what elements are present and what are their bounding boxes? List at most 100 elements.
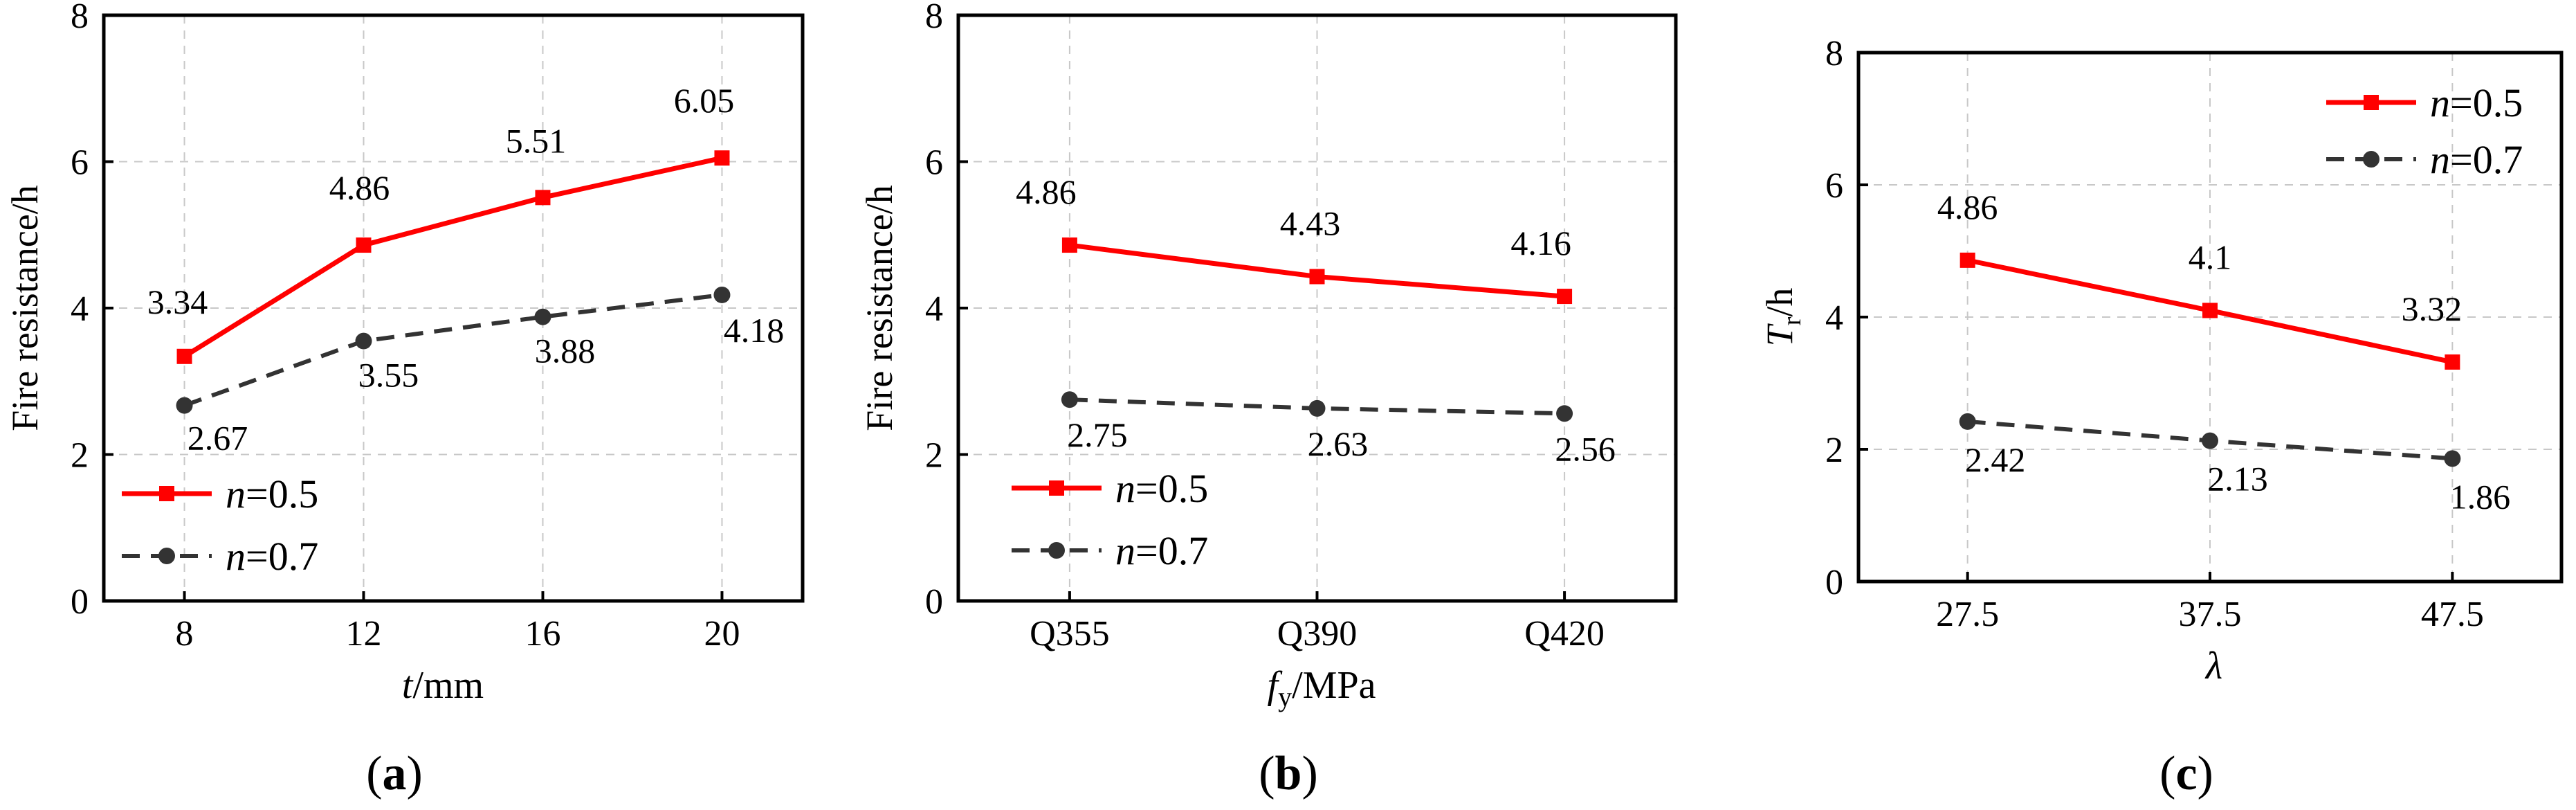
caption-close-paren: ): [2198, 747, 2213, 800]
x-axis-label-unit: /MPa: [1292, 664, 1376, 707]
x-axis-label: t/mm: [402, 664, 484, 707]
legend-marker: [1049, 480, 1064, 496]
data-point-marker: [1960, 252, 1975, 268]
y-tick-label: 2: [925, 436, 943, 476]
x-tick-label: 12: [346, 614, 382, 654]
data-point-marker: [1309, 269, 1325, 285]
series-line-1: [183, 155, 723, 359]
y-tick-label: 0: [71, 582, 89, 622]
data-label: 2.56: [1555, 429, 1616, 468]
data-label: 4.86: [1937, 188, 1998, 226]
x-axis-label-unit: /mm: [412, 664, 484, 707]
data-point-marker: [2445, 354, 2460, 370]
caption-letter: c: [2175, 747, 2197, 800]
data-point-marker: [2444, 450, 2461, 467]
data-label: 2.63: [1308, 424, 1369, 463]
y-tick-label: 4: [925, 289, 943, 329]
x-axis-label-symbol: t: [402, 664, 414, 707]
y-axis-label: Fire resistance/h: [4, 185, 46, 431]
x-axis-label: fy/MPa: [1268, 664, 1376, 712]
data-label: 2.75: [1067, 415, 1128, 454]
data-label: 4.86: [1016, 172, 1077, 211]
x-axis-label-subscript: y: [1278, 681, 1292, 712]
y-axis-label-text: Fire resistance/h: [859, 185, 900, 431]
y-tick-label: 8: [925, 0, 943, 36]
legend-value: =0.5: [2450, 80, 2523, 125]
data-point-marker: [1061, 391, 1078, 408]
chart-panel-b: 0 2 4 6 8 Q355 Q390 Q420 Fire resistance/h fy/MPa…: [859, 0, 1678, 800]
y-axis-label: Tr/h: [1759, 288, 1807, 347]
x-tick-label: 47.5: [2421, 595, 2484, 634]
caption-letter: a: [383, 747, 407, 800]
legend-marker: [159, 486, 174, 501]
data-label: 4.18: [724, 311, 785, 350]
data-label: 2.67: [188, 419, 248, 458]
x-tick-label: Q355: [1030, 614, 1110, 654]
data-label: 4.43: [1280, 204, 1341, 243]
data-point-marker: [1308, 399, 1326, 417]
legend-marker: [158, 548, 175, 564]
data-label: 3.32: [2402, 289, 2463, 328]
y-tick-label: 0: [925, 582, 943, 622]
panel-caption: (a): [366, 747, 423, 800]
legend-entry: n=0.5: [1115, 466, 1208, 511]
x-tick-label: 8: [176, 614, 194, 654]
x-tick-label: 27.5: [1936, 595, 1999, 634]
caption-open-paren: (: [1259, 747, 1275, 800]
y-tick-label: 6: [1825, 166, 1843, 206]
legend-entry: n=0.7: [1115, 528, 1208, 573]
legend-entry: n=0.7: [2430, 137, 2523, 182]
legend-symbol: n: [1115, 466, 1135, 511]
data-point-marker: [176, 348, 192, 364]
data-point-marker: [1557, 289, 1573, 305]
legend-value: =0.7: [2450, 137, 2523, 182]
chart-panel-c: 0 2 4 6 8 27.5 37.5 47.5 Tr/h λ 4.86 4.1 3.32 n=0.5 2.…: [1759, 34, 2564, 800]
y-tick-label: 6: [925, 143, 943, 183]
y-axis-label: Fire resistance/h: [859, 185, 900, 431]
legend-symbol: n: [2430, 137, 2450, 182]
legend-value: =0.7: [246, 534, 318, 579]
data-label: 5.51: [506, 121, 567, 160]
x-tick-label: Q420: [1524, 614, 1605, 654]
y-axis-label-text: Fire resistance/h: [4, 185, 46, 431]
caption-open-paren: (: [366, 747, 382, 800]
panel-caption: (b): [1259, 747, 1318, 800]
data-point-marker: [535, 190, 551, 206]
data-label: 3.34: [147, 282, 208, 321]
y-tick-label: 0: [1825, 563, 1843, 602]
data-label: 6.05: [674, 81, 735, 120]
x-tick-label: 37.5: [2179, 595, 2242, 634]
caption-letter: b: [1275, 747, 1302, 800]
legend-value: =0.5: [246, 471, 318, 516]
legend-marker: [1048, 542, 1065, 559]
panel-caption: (c): [2159, 747, 2213, 800]
legend-entry: n=0.5: [226, 471, 318, 516]
series-line-2: [183, 292, 722, 408]
x-tick-label: 16: [524, 614, 560, 654]
legend-symbol: n: [2430, 80, 2450, 125]
data-point-marker: [713, 286, 731, 303]
chart-panel-a: 0 2 4 6 8 8 12 16 20 Fire resistance/h t/mm 3.34 4.8…: [4, 0, 805, 800]
data-point-marker: [2202, 432, 2218, 449]
y-axis-label-subscript: r: [1778, 316, 1807, 325]
y-tick-label: 4: [1825, 298, 1843, 338]
data-point-marker: [176, 397, 193, 414]
data-point-marker: [2202, 303, 2218, 318]
data-point-marker: [534, 308, 551, 325]
x-axis-label-symbol: λ: [2204, 645, 2222, 687]
legend-entry: n=0.7: [226, 534, 318, 579]
legend-marker: [2363, 151, 2379, 168]
y-axis-label-unit: /h: [1759, 288, 1800, 317]
legend-symbol: n: [226, 534, 246, 579]
data-point-marker: [356, 237, 372, 253]
data-point-marker: [1556, 405, 1573, 422]
data-point-marker: [1061, 237, 1077, 253]
y-tick-label: 8: [71, 0, 89, 36]
legend-symbol: n: [1115, 528, 1135, 573]
y-axis-label-symbol: T: [1759, 323, 1800, 346]
legend-value: =0.5: [1135, 466, 1208, 511]
legend-value: =0.7: [1135, 528, 1208, 573]
x-axis-label: λ: [2204, 645, 2222, 687]
y-tick-label: 2: [71, 436, 89, 476]
